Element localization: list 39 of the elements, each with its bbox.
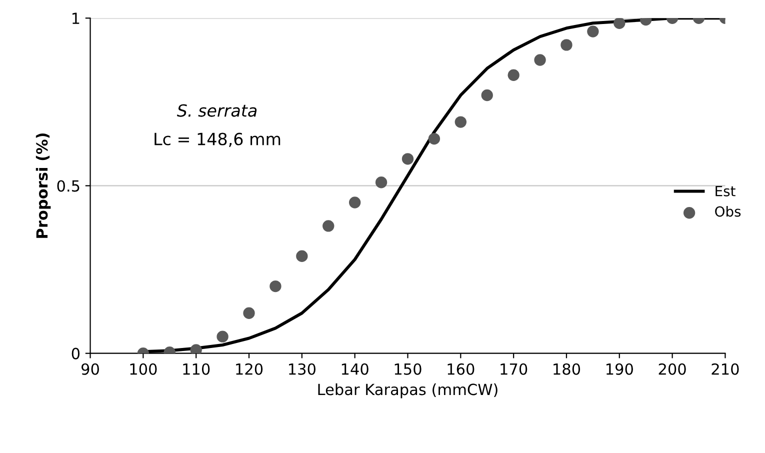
x-tick-label: 140	[342, 363, 368, 375]
y-tick-label: 0	[72, 348, 80, 360]
x-tick-label: 150	[394, 363, 422, 375]
point	[534, 54, 546, 66]
point	[508, 69, 520, 81]
y-axis-title: Proporsi (%)	[36, 133, 51, 238]
point	[270, 280, 282, 292]
legend-label: Est	[716, 186, 736, 196]
x-tick-label: 190	[606, 363, 633, 375]
x-tick-label: 120	[236, 363, 263, 375]
point	[454, 116, 466, 128]
point	[481, 89, 493, 102]
point	[190, 344, 202, 354]
point	[216, 330, 228, 342]
x-axis-title: Lebar Karapas (mmCW)	[318, 383, 498, 398]
x-tick-label: 130	[289, 363, 316, 375]
point	[296, 250, 308, 262]
x-tick-label: 160	[448, 363, 474, 375]
x-tick-label: 110	[183, 363, 210, 375]
annotation: Lc = 148,6 mm	[154, 132, 280, 148]
y-tick-label: 1	[72, 12, 80, 24]
point	[428, 132, 440, 145]
legend-label: Obs	[715, 206, 741, 217]
x-tick-label: 180	[554, 363, 580, 375]
y-tick-label: 0.5	[57, 180, 80, 192]
point	[243, 307, 255, 319]
x-tick-label: 210	[712, 363, 739, 375]
point	[322, 220, 334, 232]
point	[560, 39, 572, 51]
x-tick-label: 200	[658, 363, 686, 375]
x-tick-label: 170	[500, 363, 528, 375]
point	[348, 196, 361, 208]
point	[614, 18, 626, 29]
point	[375, 176, 388, 188]
annotation: S. serrata	[176, 104, 257, 117]
x-tick-label: 90	[82, 363, 99, 375]
point	[402, 153, 414, 165]
point	[587, 26, 599, 38]
x-tick-label: 100	[130, 363, 157, 375]
